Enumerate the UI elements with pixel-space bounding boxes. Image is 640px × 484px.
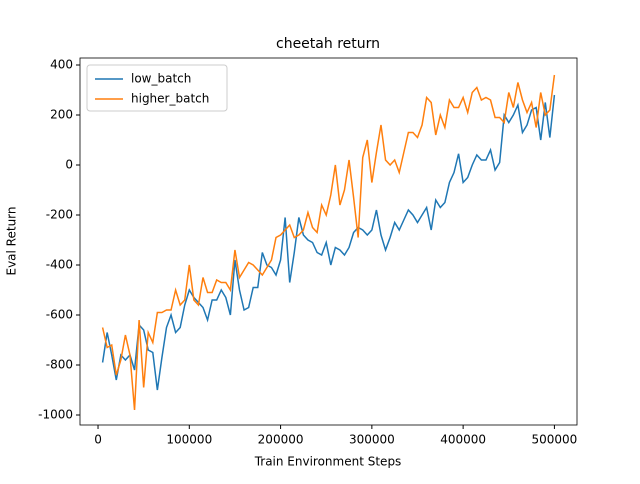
y-tick-label: 200	[50, 108, 73, 122]
x-tick-label: 300000	[349, 433, 395, 447]
plot-frame	[79, 57, 578, 426]
y-tick-label: 400	[50, 58, 73, 72]
y-axis-label: Eval Return	[5, 206, 19, 275]
y-tick-label: -600	[46, 308, 73, 322]
chart-title: cheetah return	[276, 36, 380, 52]
y-tick-label: -200	[46, 208, 73, 222]
x-axis-label: Train Environment Steps	[254, 455, 402, 469]
x-tick-label: 400000	[440, 433, 486, 447]
series-line	[101, 74, 556, 411]
y-tick-label: -400	[46, 258, 73, 272]
legend-label: low_batch	[131, 72, 191, 86]
series-line	[101, 94, 556, 391]
y-tick-label: 0	[65, 158, 73, 172]
y-tick-label: -1000	[38, 408, 73, 422]
legend-label: higher_batch	[131, 92, 209, 106]
y-tick-label: -800	[46, 358, 73, 372]
x-tick-label: 200000	[258, 433, 304, 447]
x-tick-label: 100000	[166, 433, 212, 447]
x-tick-label: 0	[94, 433, 102, 447]
x-tick-label: 500000	[532, 433, 578, 447]
